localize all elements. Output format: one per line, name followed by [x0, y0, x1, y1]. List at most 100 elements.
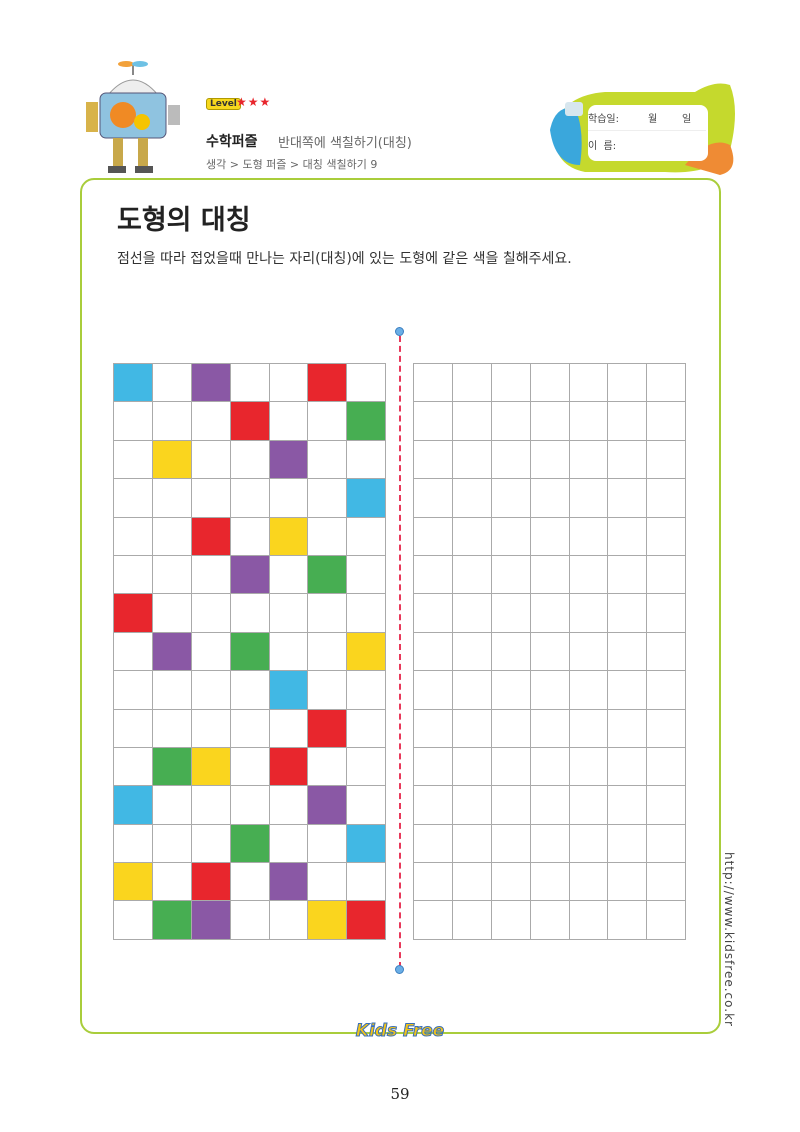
answer-grid-cell[interactable]	[452, 709, 492, 748]
answer-grid-cell[interactable]	[530, 594, 570, 633]
answer-grid-cell[interactable]	[530, 517, 570, 556]
answer-grid-cell[interactable]	[608, 517, 648, 556]
answer-grid-cell[interactable]	[491, 786, 531, 825]
answer-grid-cell[interactable]	[491, 671, 531, 710]
answer-grid-cell[interactable]	[452, 901, 492, 940]
answer-grid-cell[interactable]	[569, 709, 609, 748]
answer-grid-cell[interactable]	[608, 402, 648, 441]
answer-grid-cell[interactable]	[414, 402, 453, 441]
answer-grid-cell[interactable]	[569, 440, 609, 480]
answer-grid-cell[interactable]	[414, 440, 453, 480]
answer-grid-cell[interactable]	[414, 517, 453, 556]
answer-grid-cell[interactable]	[452, 863, 492, 902]
answer-grid-cell[interactable]	[647, 863, 687, 902]
answer-grid-cell[interactable]	[491, 402, 531, 441]
answer-grid-cell[interactable]	[608, 632, 648, 672]
answer-grid-cell[interactable]	[647, 747, 687, 787]
answer-grid-cell[interactable]	[530, 824, 570, 864]
answer-grid-cell[interactable]	[647, 517, 687, 556]
answer-grid-cell[interactable]	[491, 594, 531, 633]
answer-grid-cell[interactable]	[530, 709, 570, 748]
answer-grid-cell[interactable]	[569, 555, 609, 595]
answer-grid-cell[interactable]	[647, 824, 687, 864]
answer-grid-cell[interactable]	[647, 402, 687, 441]
answer-grid-cell[interactable]	[569, 594, 609, 633]
answer-grid-cell[interactable]	[530, 555, 570, 595]
answer-grid-cell[interactable]	[452, 594, 492, 633]
answer-grid-cell[interactable]	[491, 517, 531, 556]
answer-grid-cell[interactable]	[452, 747, 492, 787]
answer-grid-cell[interactable]	[647, 632, 687, 672]
answer-grid-cell[interactable]	[530, 440, 570, 480]
answer-grid-cell[interactable]	[452, 671, 492, 710]
answer-grid-cell[interactable]	[452, 786, 492, 825]
answer-grid-cell[interactable]	[414, 901, 453, 940]
answer-grid-cell[interactable]	[608, 747, 648, 787]
answer-grid-cell[interactable]	[569, 402, 609, 441]
answer-grid-cell[interactable]	[608, 479, 648, 518]
answer-grid-cell[interactable]	[647, 786, 687, 825]
answer-grid-cell[interactable]	[414, 709, 453, 748]
answer-grid-cell[interactable]	[530, 747, 570, 787]
answer-grid-cell[interactable]	[647, 479, 687, 518]
answer-grid-cell[interactable]	[569, 863, 609, 902]
answer-grid-cell[interactable]	[452, 824, 492, 864]
answer-grid-cell[interactable]	[414, 824, 453, 864]
answer-grid-cell[interactable]	[491, 747, 531, 787]
answer-grid-cell[interactable]	[452, 440, 492, 480]
answer-grid-cell[interactable]	[530, 479, 570, 518]
answer-grid-cell[interactable]	[530, 671, 570, 710]
answer-grid-cell[interactable]	[452, 632, 492, 672]
answer-grid-cell[interactable]	[530, 364, 570, 403]
answer-grid-cell[interactable]	[608, 555, 648, 595]
answer-grid-cell[interactable]	[414, 786, 453, 825]
answer-grid-cell[interactable]	[491, 901, 531, 940]
answer-grid-cell[interactable]	[569, 632, 609, 672]
answer-grid-cell[interactable]	[608, 440, 648, 480]
answer-grid-cell[interactable]	[608, 863, 648, 902]
answer-grid-cell[interactable]	[569, 824, 609, 864]
answer-grid-cell[interactable]	[608, 786, 648, 825]
answer-grid-cell[interactable]	[491, 824, 531, 864]
answer-grid-cell[interactable]	[414, 863, 453, 902]
answer-grid-cell[interactable]	[491, 440, 531, 480]
answer-grid-cell[interactable]	[530, 863, 570, 902]
answer-grid-cell[interactable]	[530, 901, 570, 940]
answer-grid-cell[interactable]	[647, 671, 687, 710]
answer-grid-cell[interactable]	[491, 479, 531, 518]
answer-grid-cell[interactable]	[569, 517, 609, 556]
answer-grid-cell[interactable]	[608, 364, 648, 403]
answer-grid-cell[interactable]	[414, 555, 453, 595]
answer-grid-cell[interactable]	[647, 440, 687, 480]
answer-grid-cell[interactable]	[530, 402, 570, 441]
answer-grid-cell[interactable]	[608, 709, 648, 748]
answer-grid-cell[interactable]	[414, 364, 453, 403]
answer-grid-cell[interactable]	[569, 786, 609, 825]
answer-grid-cell[interactable]	[608, 671, 648, 710]
answer-grid-cell[interactable]	[491, 364, 531, 403]
answer-grid-cell[interactable]	[452, 517, 492, 556]
answer-grid-cell[interactable]	[452, 555, 492, 595]
answer-grid-cell[interactable]	[414, 479, 453, 518]
answer-grid-cell[interactable]	[414, 632, 453, 672]
answer-grid-cell[interactable]	[491, 555, 531, 595]
answer-grid-cell[interactable]	[530, 632, 570, 672]
answer-grid-cell[interactable]	[491, 632, 531, 672]
answer-grid-cell[interactable]	[491, 709, 531, 748]
answer-grid-cell[interactable]	[569, 671, 609, 710]
answer-grid-cell[interactable]	[452, 364, 492, 403]
answer-grid-cell[interactable]	[608, 901, 648, 940]
answer-grid-cell[interactable]	[491, 863, 531, 902]
answer-grid-cell[interactable]	[647, 709, 687, 748]
answer-grid-cell[interactable]	[452, 402, 492, 441]
answer-grid-cell[interactable]	[647, 594, 687, 633]
answer-grid-cell[interactable]	[647, 901, 687, 940]
answer-grid-cell[interactable]	[647, 555, 687, 595]
answer-grid-cell[interactable]	[530, 786, 570, 825]
answer-grid-cell[interactable]	[569, 747, 609, 787]
answer-grid-cell[interactable]	[647, 364, 687, 403]
answer-grid-cell[interactable]	[608, 824, 648, 864]
answer-grid-cell[interactable]	[608, 594, 648, 633]
answer-grid-cell[interactable]	[569, 901, 609, 940]
answer-grid-cell[interactable]	[414, 594, 453, 633]
